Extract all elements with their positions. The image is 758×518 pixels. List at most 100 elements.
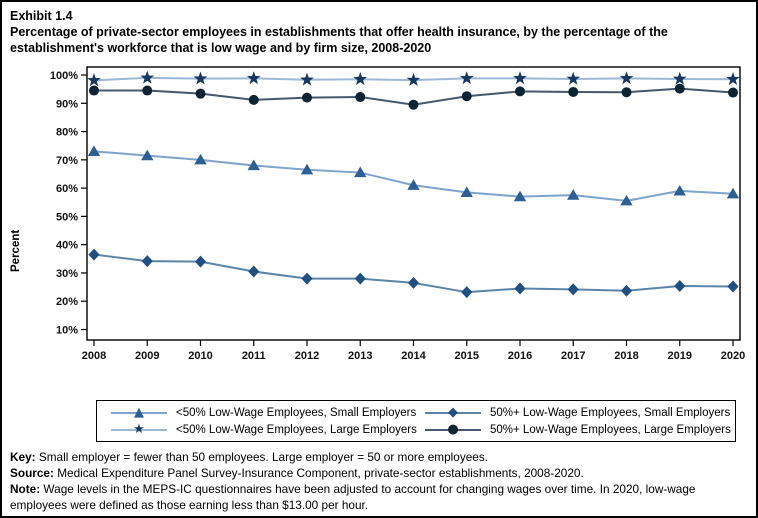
legend-item: ★ <50% Low-Wage Employees, Large Employe… [111, 422, 417, 437]
circle-marker [674, 83, 685, 94]
legend-sample-diamond: ◆ [425, 405, 481, 420]
legend-label: 50%+ Low-Wage Employees, Small Employers [490, 406, 731, 419]
footnote-source-label: Source: [10, 466, 54, 481]
legend-item: ● 50%+ Low-Wage Employees, Large Employe… [425, 422, 731, 437]
y-tick-label: 30% [56, 268, 78, 280]
chart-svg: 10% 20% 30% 40% 50% 60% 70% 80% 90% 100% 2008 2009 2… [50, 66, 745, 362]
star-marker [353, 72, 368, 86]
star-marker [193, 71, 208, 85]
exhibit-label: Exhibit 1.4 [10, 9, 73, 23]
legend-label: 50%+ Low-Wage Employees, Large Employers [490, 423, 731, 436]
star-marker [140, 70, 155, 84]
circle-marker [621, 87, 632, 98]
diamond-marker [141, 255, 153, 268]
triangle-marker [87, 145, 101, 156]
star-marker [619, 71, 634, 85]
y-tick-label: 60% [56, 183, 78, 195]
triangle-marker [567, 189, 580, 200]
legend-label: <50% Low-Wage Employees, Large Employers [176, 423, 417, 436]
star-marker [672, 71, 687, 85]
footnote-source: Source: Medical Expenditure Panel Survey… [10, 465, 754, 481]
star-marker [406, 72, 421, 86]
y-tick-label: 90% [56, 98, 78, 110]
diamond-marker [88, 248, 100, 261]
x-tick-label: 2013 [348, 350, 372, 362]
x-tick-label: 2012 [295, 350, 319, 362]
circle-marker [515, 86, 525, 97]
diamond-marker [620, 284, 633, 297]
x-tick-label: 2020 [721, 350, 745, 362]
y-tick-label: 50% [56, 211, 78, 223]
diamond-marker [674, 279, 686, 292]
legend-line [111, 411, 167, 414]
footnote-key: Key: Small employer = fewer than 50 empl… [10, 449, 754, 465]
diamond-marker [567, 283, 579, 296]
diamond-marker [407, 276, 420, 289]
x-tick-label: 2018 [614, 350, 638, 362]
triangle-marker [354, 166, 367, 178]
circle-marker [461, 91, 472, 102]
star-marker [726, 72, 740, 86]
footnotes: Key: Small employer = fewer than 50 empl… [10, 449, 754, 513]
x-tick-label: 2016 [508, 350, 532, 362]
circle-marker-icon: ● [447, 422, 459, 437]
legend-line [425, 428, 481, 431]
chart-legend: ▲ <50% Low-Wage Employees, Small Employe… [96, 400, 736, 442]
y-tick-label: 100% [50, 70, 78, 82]
y-tick-label: 40% [56, 240, 78, 252]
diamond-marker [194, 255, 207, 268]
x-tick-label: 2011 [242, 350, 266, 362]
x-tick-label: 2015 [455, 350, 479, 362]
star-marker [87, 73, 101, 87]
circle-marker [89, 85, 99, 96]
legend-line [111, 428, 167, 431]
triangle-marker [513, 190, 527, 202]
figure-header: Exhibit 1.4 Percentage of private-sector… [10, 9, 746, 57]
x-tick-label: 2017 [561, 350, 585, 362]
footnote-source-text: Medical Expenditure Panel Survey-Insuran… [53, 466, 584, 481]
star-marker [513, 71, 527, 85]
circle-marker [195, 88, 206, 99]
series-line [93, 150, 734, 202]
diamond-marker [727, 280, 739, 293]
circle-marker [355, 92, 366, 103]
y-tick-label: 80% [56, 127, 78, 139]
y-tick-label: 10% [56, 325, 78, 337]
star-marker [459, 71, 474, 85]
legend-sample-star: ★ [111, 422, 167, 437]
star-marker [566, 71, 581, 85]
legend-sample-circle: ● [425, 422, 481, 437]
triangle-marker [726, 187, 740, 199]
triangle-marker [407, 179, 420, 190]
triangle-marker-icon: ▲ [134, 405, 144, 420]
line-chart: Percent 10% 20% 30% 40% 50% 60% 70% 80% 90% 100% 2… [2, 62, 756, 364]
circle-marker [302, 92, 312, 103]
triangle-marker [673, 184, 686, 196]
triangle-marker [247, 159, 260, 171]
diamond-marker [248, 265, 260, 278]
x-tick-label: 2014 [401, 350, 426, 362]
x-tick-label: 2008 [82, 350, 106, 362]
circle-marker [568, 86, 579, 97]
legend-sample-triangle: ▲ [111, 405, 167, 420]
diamond-marker [301, 272, 313, 285]
footnote-key-text: Small employer = fewer than 50 employees… [35, 450, 489, 464]
star-marker [246, 71, 261, 85]
x-tick-label: 2010 [188, 350, 212, 362]
x-tick-label: 2009 [135, 350, 159, 362]
star-marker-icon: ★ [133, 422, 145, 437]
legend-line [425, 411, 481, 414]
diamond-marker [354, 272, 366, 285]
footnote-key-label: Key: [10, 450, 36, 464]
x-tick-label: 2019 [668, 350, 692, 362]
star-marker [300, 72, 314, 86]
diamond-marker-icon: ◆ [448, 405, 458, 420]
legend-item: ▲ <50% Low-Wage Employees, Small Employe… [111, 405, 416, 420]
triangle-marker [194, 153, 207, 165]
triangle-marker [460, 186, 473, 197]
triangle-marker [620, 194, 633, 206]
figure-title: Percentage of private-sector employees i… [10, 25, 668, 56]
diamond-marker [514, 282, 526, 295]
legend-label: <50% Low-Wage Employees, Small Employers [176, 406, 417, 419]
